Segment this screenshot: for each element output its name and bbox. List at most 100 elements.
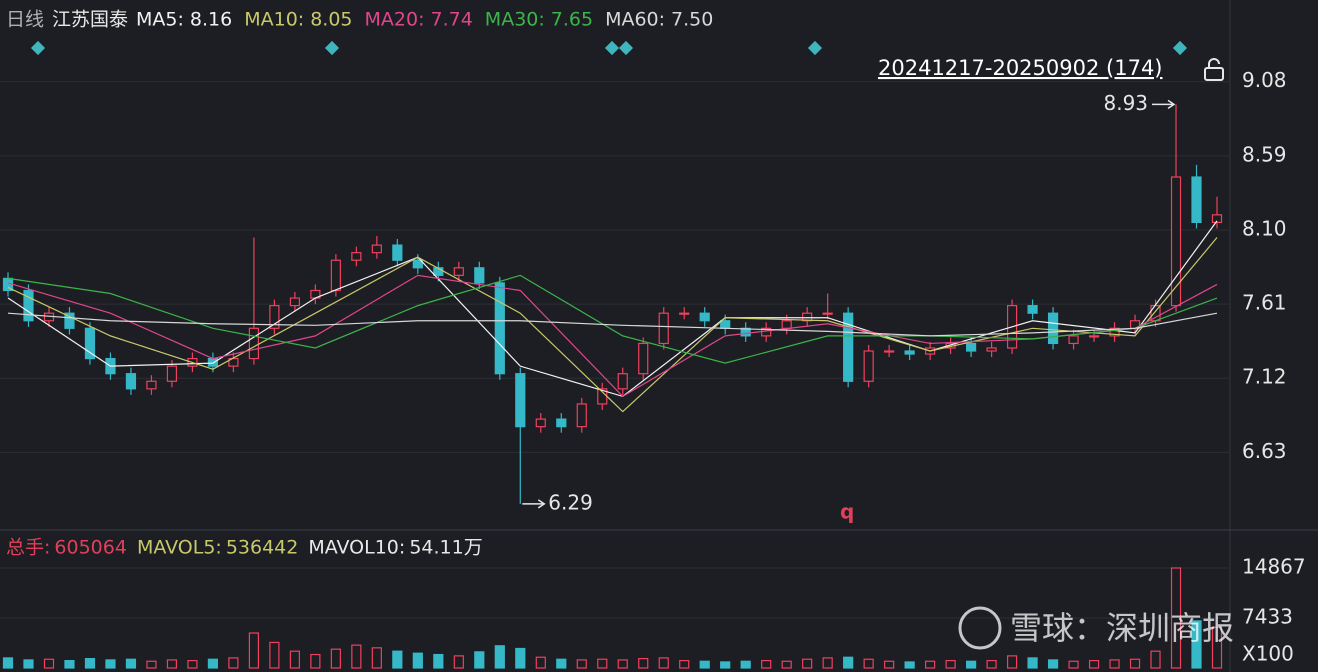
- volume-tick-label: 14867: [1242, 554, 1306, 578]
- header-text: MA60:: [605, 9, 665, 31]
- volume-bar: [228, 657, 239, 669]
- candle-body: [125, 373, 137, 390]
- volume-bar: [351, 644, 362, 669]
- volume-bar: [207, 658, 219, 669]
- candle-body: [781, 320, 792, 329]
- candle-body: [494, 282, 505, 375]
- marker: q: [840, 500, 854, 524]
- volume-ma-label: MAVOL10:: [308, 537, 405, 559]
- volume-bar: [166, 659, 178, 669]
- candle-body: [515, 373, 526, 428]
- candle-body: [884, 350, 895, 353]
- volume-unit: X100: [1242, 642, 1294, 666]
- high-label: 8.93: [1103, 91, 1148, 115]
- volume-bar: [679, 659, 690, 669]
- low-label: 6.29: [548, 490, 593, 514]
- high-arrow: [1152, 99, 1176, 110]
- volume-bar: [843, 656, 854, 669]
- candle-body: [1068, 335, 1079, 345]
- candle-body: [740, 327, 751, 337]
- volume-bar: [556, 658, 567, 669]
- candle-body: [986, 347, 997, 352]
- header-text: MA5:: [136, 9, 184, 31]
- y-tick-label: 6.63: [1242, 439, 1287, 463]
- volume-bar: [105, 659, 116, 669]
- volume-bar: [884, 660, 895, 669]
- volume-bar: [1109, 659, 1120, 669]
- volume-bar: [638, 657, 649, 669]
- volume-bar: [1068, 660, 1079, 669]
- candle-body: [863, 350, 874, 382]
- volume-bar: [802, 658, 813, 669]
- volume-bar: [535, 656, 546, 669]
- volume-bar: [412, 652, 423, 669]
- volume-bar: [84, 657, 96, 669]
- header-text: 7.65: [551, 9, 593, 31]
- candle-body: [617, 373, 628, 390]
- candle-body: [1211, 214, 1223, 224]
- candle-body: [904, 350, 915, 355]
- header-text: MA30:: [485, 9, 545, 31]
- y-tick-label: 7.12: [1242, 365, 1287, 389]
- y-tick-label: 8.59: [1242, 142, 1287, 166]
- volume-bar: [310, 653, 321, 669]
- volume-bar: [453, 655, 464, 669]
- candle-body: [412, 259, 423, 269]
- volume-bar: [515, 647, 526, 669]
- candle-body: [392, 244, 403, 261]
- volume-bar: [371, 647, 382, 669]
- candle-body: [638, 342, 649, 375]
- header-text: 8.05: [310, 9, 352, 31]
- candle-body: [1047, 312, 1059, 345]
- watermark-logo: [958, 606, 1002, 650]
- volume-bar: [64, 659, 75, 669]
- header-text: 7.74: [430, 9, 472, 31]
- volume-bar: [720, 661, 731, 669]
- volume-bar: [822, 657, 833, 669]
- range-label[interactable]: 20241217-20250902 (174): [878, 56, 1163, 80]
- volume-ma-value: 54.11万: [409, 537, 482, 559]
- low-arrow: [522, 499, 546, 509]
- candle-body: [84, 327, 96, 360]
- candle-body: [146, 380, 157, 390]
- volume-bar: [904, 661, 915, 669]
- volume-bar: [269, 641, 280, 669]
- volume-bar: [248, 632, 259, 669]
- volume-bar: [330, 648, 341, 669]
- volume-bar: [945, 659, 956, 669]
- event-markers: [30, 40, 1188, 56]
- candle-body: [1191, 176, 1202, 224]
- volume-bar: [392, 650, 403, 669]
- y-tick-label: 8.10: [1242, 216, 1287, 240]
- y-tick-label: 7.61: [1242, 291, 1287, 315]
- candle-body: [351, 252, 362, 261]
- volume-bar: [494, 645, 505, 669]
- volume-bar: [1088, 659, 1100, 669]
- volume-header-value: 605064: [54, 537, 127, 559]
- candle-body: [1088, 335, 1100, 338]
- volume-bar: [740, 660, 751, 669]
- volume-bar: [1211, 626, 1223, 669]
- volume-bar: [863, 658, 874, 669]
- volume-bar: [1170, 567, 1182, 669]
- volume-bar: [23, 659, 34, 669]
- volume-bar: [597, 658, 608, 669]
- volume-bar: [966, 660, 977, 669]
- header-text: 7.50: [671, 9, 713, 31]
- candle-body: [535, 418, 546, 428]
- header-text: 日线: [6, 9, 44, 31]
- candle-body: [966, 342, 977, 352]
- candle-body: [289, 297, 300, 307]
- volume-bar: [617, 659, 628, 669]
- candle-body: [474, 267, 485, 284]
- candle-body: [802, 312, 813, 322]
- volume-bar: [1191, 620, 1202, 669]
- header-text: MA10:: [244, 9, 304, 31]
- candle-body: [330, 259, 341, 292]
- volume-ma-value: 536442: [226, 537, 299, 559]
- candle-body: [822, 312, 833, 315]
- lock-icon[interactable]: [1204, 58, 1224, 81]
- volume-bar: [43, 658, 55, 669]
- watermark: 雪球：深圳商报: [1010, 609, 1234, 647]
- volume-bar: [2, 657, 14, 669]
